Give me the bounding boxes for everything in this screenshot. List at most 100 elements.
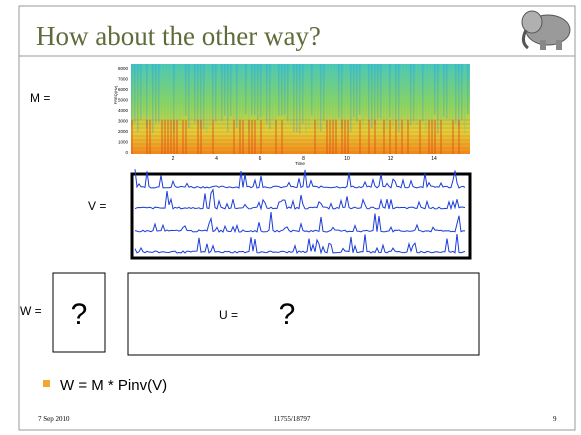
streak xyxy=(245,64,247,114)
streak xyxy=(197,64,199,123)
streak xyxy=(224,64,226,116)
u-label: U = xyxy=(219,308,238,322)
streak xyxy=(197,120,199,154)
streak xyxy=(188,64,190,128)
streak xyxy=(170,64,172,121)
streak xyxy=(158,64,160,122)
w-question: ? xyxy=(71,298,88,331)
streak xyxy=(146,120,148,154)
streak xyxy=(467,64,469,114)
streak xyxy=(209,64,211,127)
streak xyxy=(308,64,310,127)
spec-x-tick: 2 xyxy=(172,156,175,162)
streak xyxy=(329,64,331,117)
streak xyxy=(395,64,397,121)
streak xyxy=(281,120,283,154)
streak xyxy=(164,64,166,123)
streak xyxy=(254,120,256,154)
streak xyxy=(383,120,385,154)
streak xyxy=(326,64,328,127)
streak xyxy=(290,64,292,125)
streak xyxy=(131,64,133,125)
streak xyxy=(434,64,436,115)
streak xyxy=(365,64,367,116)
footer-course: 11755/18797 xyxy=(274,415,311,423)
streak xyxy=(296,64,298,132)
streak xyxy=(335,64,337,124)
streak xyxy=(185,64,187,116)
streak xyxy=(182,120,184,154)
streak xyxy=(266,64,268,124)
streak xyxy=(341,64,343,129)
streak xyxy=(416,64,418,125)
streak xyxy=(191,64,193,120)
streak xyxy=(167,64,169,121)
streak xyxy=(278,64,280,116)
streak xyxy=(212,120,214,154)
streak xyxy=(314,120,316,154)
v-label: V = xyxy=(88,199,106,213)
streak xyxy=(344,64,346,126)
streak xyxy=(173,120,175,154)
streak xyxy=(401,120,403,154)
streak xyxy=(272,64,274,121)
streak xyxy=(407,64,409,126)
streak xyxy=(440,64,442,125)
streak xyxy=(320,64,322,132)
streak xyxy=(431,64,433,121)
streak xyxy=(140,64,142,120)
streak xyxy=(356,64,358,122)
streak xyxy=(458,120,460,154)
streak xyxy=(419,64,421,122)
streak xyxy=(464,64,466,133)
slide-title: How about the other way? xyxy=(36,21,321,51)
streak xyxy=(452,120,454,154)
streak xyxy=(434,120,436,154)
streak xyxy=(170,120,172,154)
spec-y-tick: 7000 xyxy=(118,77,129,82)
streak xyxy=(413,64,415,122)
streak xyxy=(428,64,430,123)
streak xyxy=(437,64,439,134)
m-label: M = xyxy=(30,91,50,105)
streak xyxy=(311,64,313,116)
streak xyxy=(149,64,151,124)
streak xyxy=(239,120,241,154)
streak xyxy=(449,64,451,118)
streak xyxy=(248,120,250,154)
streak xyxy=(185,120,187,154)
streak xyxy=(377,64,379,119)
streak xyxy=(251,120,253,154)
streak xyxy=(215,64,217,122)
streak xyxy=(200,64,202,129)
spec-y-tick: 1000 xyxy=(118,140,129,145)
streak xyxy=(362,64,364,123)
streak xyxy=(347,120,349,154)
streak xyxy=(401,64,403,128)
streak xyxy=(410,64,412,125)
streak xyxy=(404,64,406,117)
streak xyxy=(299,64,301,133)
streak xyxy=(263,64,265,116)
streak xyxy=(422,64,424,122)
streak xyxy=(179,64,181,122)
streak xyxy=(293,64,295,132)
streak xyxy=(269,64,271,129)
streak xyxy=(326,120,328,154)
streak xyxy=(374,64,376,125)
streak xyxy=(380,64,382,119)
streak xyxy=(230,64,232,117)
streak xyxy=(398,64,400,132)
streak xyxy=(176,64,178,123)
streak xyxy=(359,120,361,154)
streak xyxy=(233,120,235,154)
streak xyxy=(152,64,154,133)
spec-y-tick: 4000 xyxy=(118,108,129,113)
spec-x-tick: 14 xyxy=(431,156,437,162)
streak xyxy=(161,64,163,120)
streak xyxy=(458,64,460,126)
streak xyxy=(167,120,169,154)
streak xyxy=(275,120,277,154)
streak xyxy=(332,120,334,154)
streak xyxy=(236,64,238,128)
